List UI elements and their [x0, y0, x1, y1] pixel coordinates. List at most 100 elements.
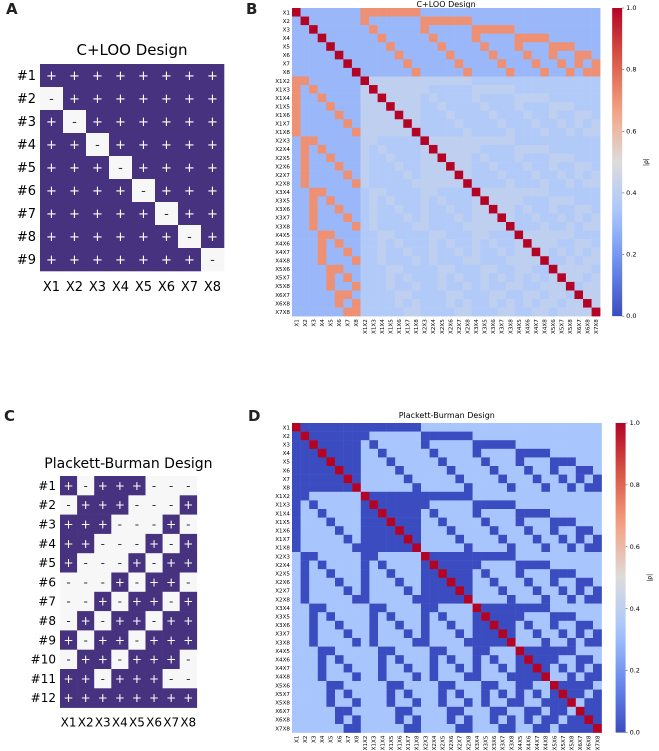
correlation-cell	[584, 646, 594, 656]
correlation-cell	[386, 16, 395, 26]
design-cell	[111, 514, 129, 535]
design-cell-symbol: -	[135, 575, 139, 589]
correlation-cell	[548, 187, 558, 197]
column-label: X2X3	[423, 735, 429, 750]
correlation-cell	[472, 509, 482, 518]
correlation-cell	[583, 59, 592, 69]
correlation-cell	[378, 474, 387, 484]
correlation-cell	[557, 85, 567, 94]
correlation-cell	[317, 247, 327, 257]
row-label: X2X6	[275, 580, 290, 586]
correlation-cell	[557, 59, 567, 69]
correlation-cell	[421, 431, 430, 441]
correlation-cell	[300, 638, 310, 647]
design-cell-symbol: +	[115, 575, 125, 589]
correlation-cell	[524, 491, 534, 501]
correlation-cell	[575, 552, 585, 561]
correlation-cell	[514, 179, 524, 189]
correlation-cell	[524, 646, 534, 656]
correlation-cell	[334, 102, 344, 111]
column-label: X6X8	[587, 735, 593, 750]
correlation-cell	[583, 290, 592, 300]
colorbar-tick-label: 0.6	[626, 127, 636, 135]
correlation-cell	[575, 715, 585, 725]
correlation-cell	[575, 448, 585, 458]
correlation-cell	[515, 629, 525, 639]
design-cell	[145, 476, 163, 496]
column-label: X3X4	[475, 735, 481, 750]
correlation-cell	[335, 629, 344, 639]
correlation-cell	[593, 431, 602, 441]
row-label: X7	[283, 62, 291, 68]
correlation-cell	[429, 586, 439, 596]
correlation-cell	[463, 76, 473, 86]
correlation-cell	[428, 204, 438, 214]
correlation-cell	[292, 222, 301, 231]
correlation-cell	[498, 620, 508, 630]
correlation-cell	[378, 586, 387, 596]
correlation-cell	[489, 440, 499, 450]
correlation-cell	[292, 247, 301, 257]
correlation-cell	[532, 534, 542, 544]
correlation-cell	[541, 672, 551, 682]
correlation-cell	[446, 603, 456, 613]
correlation-cell	[446, 8, 455, 17]
column-label: X4X5	[518, 735, 524, 750]
colorbar-label: |ρ|	[643, 158, 650, 166]
correlation-cell	[317, 8, 327, 17]
correlation-cell	[352, 457, 362, 467]
correlation-cell	[464, 483, 473, 493]
correlation-cell	[309, 526, 319, 536]
correlation-cell	[386, 85, 395, 94]
correlation-cell	[591, 102, 601, 111]
correlation-cell	[523, 59, 532, 69]
correlation-cell	[343, 187, 353, 197]
correlation-cell	[497, 33, 507, 43]
correlation-cell	[565, 153, 575, 163]
correlation-cell	[446, 25, 455, 34]
column-label: X7X8	[595, 735, 601, 750]
correlation-cell	[523, 179, 532, 189]
correlation-cell	[591, 222, 601, 231]
correlation-cell	[429, 526, 439, 536]
correlation-cell	[377, 256, 387, 266]
correlation-cell	[420, 307, 430, 317]
correlation-cell	[558, 620, 568, 630]
design-cell	[179, 649, 198, 670]
correlation-cell	[446, 620, 456, 630]
correlation-cell	[360, 162, 370, 171]
row-label: X7X8	[275, 726, 290, 732]
correlation-cell	[548, 239, 558, 248]
correlation-cell	[455, 638, 465, 647]
correlation-cell	[463, 119, 473, 129]
correlation-cell	[498, 466, 508, 475]
correlation-cell	[428, 290, 438, 300]
correlation-cell	[531, 127, 541, 137]
correlation-cell	[471, 127, 481, 137]
correlation-cell	[454, 85, 464, 94]
correlation-cell	[558, 655, 568, 665]
correlation-cell	[506, 264, 515, 274]
correlation-cell	[540, 127, 550, 137]
correlation-cell	[497, 213, 507, 223]
correlation-cell	[464, 534, 473, 544]
correlation-cell	[403, 500, 413, 510]
design-cell	[77, 669, 95, 689]
correlation-cell	[583, 93, 592, 103]
correlation-cell	[455, 509, 465, 518]
correlation-cell	[575, 698, 585, 708]
correlation-cell	[378, 681, 387, 690]
correlation-cell	[524, 560, 534, 570]
correlation-cell	[514, 25, 524, 34]
correlation-cell	[455, 448, 465, 458]
correlation-cell	[507, 612, 516, 622]
correlation-cell	[575, 500, 585, 510]
correlation-cell	[567, 526, 577, 536]
design-cell-symbol: +	[115, 92, 126, 107]
correlation-cell	[412, 663, 422, 673]
correlation-cell	[514, 222, 524, 231]
correlation-cell	[309, 247, 318, 257]
correlation-cell	[481, 689, 491, 699]
correlation-cell	[386, 483, 396, 493]
correlation-cell	[481, 509, 491, 518]
